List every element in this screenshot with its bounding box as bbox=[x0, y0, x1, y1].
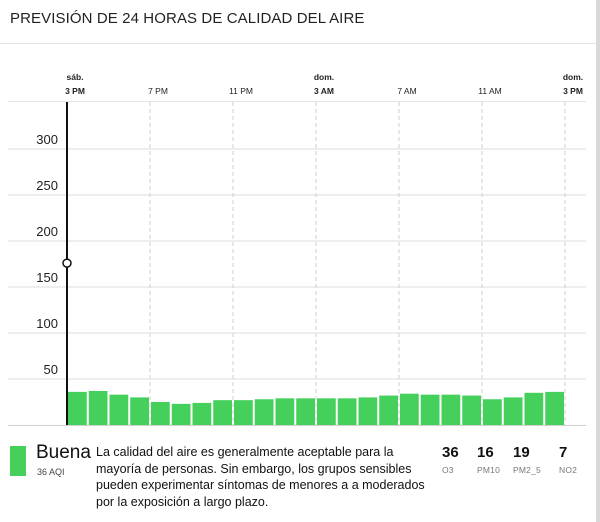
aqi-bar bbox=[545, 391, 564, 425]
pollutant-pm2-5: 19 PM2_5 bbox=[513, 444, 553, 475]
category-swatch bbox=[10, 446, 26, 476]
pollutant-o3: 36 O3 bbox=[442, 444, 482, 475]
y-tick-label: 250 bbox=[36, 178, 58, 193]
scroll-edge bbox=[596, 0, 600, 522]
aqi-bar bbox=[234, 400, 253, 425]
time-day-label: dom. bbox=[563, 72, 583, 82]
pollutant-name: O3 bbox=[442, 465, 454, 475]
pollutant-value: 16 bbox=[477, 444, 494, 461]
aqi-bar bbox=[171, 403, 191, 425]
aqi-bar bbox=[337, 398, 357, 425]
page-title: PREVISIÓN DE 24 HORAS DE CALIDAD DEL AIR… bbox=[10, 10, 365, 27]
aqi-bar bbox=[483, 399, 502, 425]
y-tick-label: 200 bbox=[36, 224, 58, 239]
aqi-bar bbox=[192, 402, 212, 425]
y-tick-label: 50 bbox=[44, 362, 58, 377]
pollutant-value: 36 bbox=[442, 444, 459, 461]
aqi-bar bbox=[130, 397, 149, 425]
pollutant-value: 19 bbox=[513, 444, 530, 461]
aqi-bar bbox=[213, 400, 232, 425]
aqi-bar bbox=[68, 391, 87, 425]
aqi-bar bbox=[254, 399, 274, 425]
current-value-marker bbox=[62, 258, 72, 268]
aqi-value-label: 36 AQI bbox=[37, 467, 65, 477]
time-tick-label: 7 PM bbox=[148, 86, 168, 96]
aqi-bar bbox=[275, 398, 295, 425]
aqi-bar bbox=[151, 402, 170, 425]
pollutant-no2: 7 NO2 bbox=[559, 444, 599, 475]
aqi-forecast-chart: 50 100 150 200 250 300 sáb. 3 PM 7 PM 11 PM dom. 3 … bbox=[8, 72, 586, 426]
time-day-label: dom. bbox=[314, 72, 334, 82]
pollutant-name: PM10 bbox=[477, 465, 501, 475]
pollutant-name: PM2_5 bbox=[513, 465, 541, 475]
category-description: La calidad del aire es generalmente acep… bbox=[96, 445, 425, 509]
aqi-bar bbox=[317, 398, 336, 425]
time-tick-label: 7 AM bbox=[397, 86, 416, 96]
pollutant-pm10: 16 PM10 bbox=[477, 444, 517, 475]
y-tick-label: 150 bbox=[36, 270, 58, 285]
aqi-bar bbox=[88, 390, 108, 425]
time-tick-label: 11 PM bbox=[229, 86, 253, 96]
aqi-bar bbox=[109, 394, 129, 425]
aqi-bar bbox=[420, 394, 440, 425]
pollutant-name: NO2 bbox=[559, 465, 578, 475]
aqi-bar bbox=[400, 393, 419, 425]
time-tick-label: 3 PM bbox=[563, 86, 583, 96]
time-day-label: sáb. bbox=[66, 72, 83, 82]
aqi-bar bbox=[296, 398, 315, 425]
y-tick-label: 100 bbox=[36, 316, 58, 331]
pollutant-value: 7 bbox=[559, 444, 568, 461]
time-tick-label: 3 PM bbox=[65, 86, 85, 96]
category-label: Buena bbox=[36, 442, 91, 463]
time-tick-label: 3 AM bbox=[314, 86, 334, 96]
aqi-bar bbox=[524, 392, 544, 425]
y-tick-label: 300 bbox=[36, 132, 58, 147]
aqi-bar bbox=[358, 397, 378, 425]
header: PREVISIÓN DE 24 HORAS DE CALIDAD DEL AIR… bbox=[0, 0, 596, 44]
aqi-bar bbox=[379, 395, 398, 425]
legend: Buena 36 AQI La calidad del aire es gene… bbox=[0, 438, 596, 522]
aqi-bar bbox=[503, 397, 523, 425]
aqi-bar bbox=[462, 395, 481, 425]
aqi-bar bbox=[441, 394, 461, 425]
time-tick-label: 11 AM bbox=[478, 86, 501, 96]
